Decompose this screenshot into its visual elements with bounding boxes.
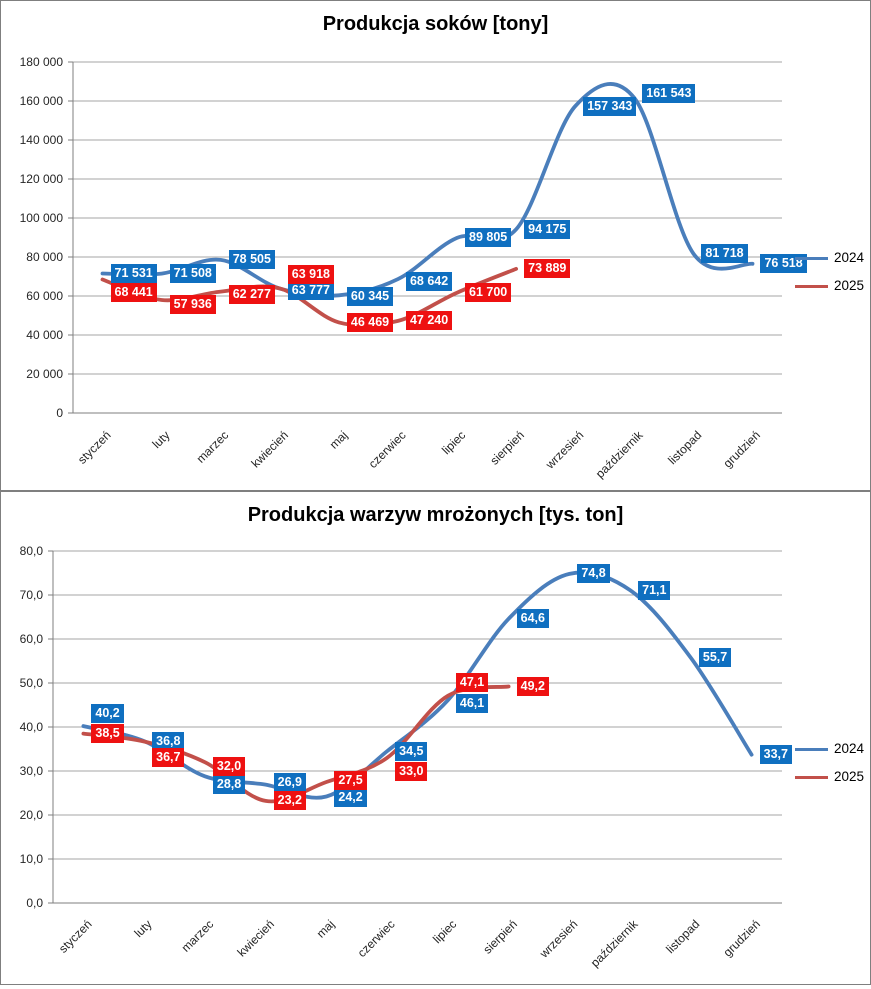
legend-line-swatch bbox=[795, 747, 828, 751]
data-label-2024: 63 777 bbox=[287, 281, 335, 301]
legend-label: 2025 bbox=[834, 769, 865, 784]
data-label-2024: 68 642 bbox=[405, 271, 453, 291]
data-label-2025: 46 469 bbox=[346, 312, 394, 332]
data-label-2024: 64,6 bbox=[516, 609, 549, 629]
plot-area bbox=[48, 550, 782, 904]
y-axis-tick-label: 180 000 bbox=[19, 55, 63, 69]
y-axis-tick-label: 60,0 bbox=[19, 632, 43, 646]
y-axis-tick-label: 80,0 bbox=[19, 544, 43, 558]
y-axis-tick-label: 40,0 bbox=[19, 720, 43, 734]
data-label-2025: 23,2 bbox=[273, 791, 306, 811]
y-axis-tick-label: 100 000 bbox=[19, 211, 63, 225]
data-label-2025: 57 936 bbox=[169, 294, 216, 314]
data-label-2024: 26,9 bbox=[273, 773, 306, 793]
data-label-2024: 161 543 bbox=[642, 84, 696, 104]
y-axis-tick-label: 10,0 bbox=[19, 852, 43, 866]
data-label-2025: 49,2 bbox=[516, 677, 549, 697]
data-label-2025: 33,0 bbox=[395, 762, 428, 782]
chart-title-juice: Produkcja soków [tony] bbox=[322, 13, 549, 35]
plot-area bbox=[68, 61, 782, 414]
data-label-2025: 47 240 bbox=[405, 311, 453, 331]
y-axis-tick-label: 0,0 bbox=[26, 896, 43, 910]
legend-line-swatch bbox=[795, 775, 828, 779]
data-label-2025: 68 441 bbox=[110, 283, 157, 303]
data-label-2024: 74,8 bbox=[577, 564, 610, 584]
data-label-2024: 71,1 bbox=[638, 580, 671, 600]
data-label-2024: 157 343 bbox=[583, 96, 637, 116]
y-axis-tick-label: 50,0 bbox=[19, 676, 43, 690]
data-label-2024: 40,2 bbox=[91, 703, 124, 723]
chart-panel-juice: Produkcja soków [tony] 0 20 000 40 000 60 0… bbox=[0, 0, 871, 491]
data-label-2024: 89 805 bbox=[465, 228, 512, 248]
y-axis-tick-label: 20 000 bbox=[26, 367, 63, 381]
legend-line-swatch bbox=[795, 256, 828, 260]
data-label-2024: 71 531 bbox=[110, 264, 157, 283]
series-line-2025 bbox=[100, 267, 518, 328]
data-label-2025: 32,0 bbox=[212, 756, 246, 776]
legend-label: 2025 bbox=[834, 278, 865, 293]
y-axis-tick-label: 120 000 bbox=[19, 172, 63, 186]
legend-line-swatch bbox=[795, 284, 828, 288]
data-label-2024: 60 345 bbox=[346, 286, 394, 306]
data-label-2025: 62 277 bbox=[228, 285, 275, 305]
y-axis-tick-label: 60 000 bbox=[26, 289, 63, 303]
data-label-2024: 81 718 bbox=[701, 244, 748, 264]
data-label-2024: 36,8 bbox=[152, 731, 185, 751]
y-axis-tick-label: 20,0 bbox=[19, 808, 43, 822]
data-label-2025: 27,5 bbox=[334, 770, 367, 790]
data-label-2024: 71 508 bbox=[169, 264, 216, 284]
data-label-2025: 36,7 bbox=[152, 748, 185, 768]
data-label-2025: 47,1 bbox=[455, 673, 489, 693]
data-label-2025: 38,5 bbox=[91, 724, 124, 744]
data-label-2024: 33,7 bbox=[759, 745, 792, 765]
y-axis-tick-label: 140 000 bbox=[19, 133, 63, 147]
data-label-2024: 24,2 bbox=[334, 788, 367, 808]
data-label-2025: 61 700 bbox=[465, 283, 512, 303]
data-label-2024: 34,5 bbox=[395, 741, 428, 761]
y-axis-tick-label: 160 000 bbox=[19, 94, 63, 108]
series-line-2024 bbox=[81, 570, 754, 800]
y-axis-tick-label: 40 000 bbox=[26, 328, 63, 342]
data-label-2024: 78 505 bbox=[228, 250, 275, 270]
data-label-2024: 46,1 bbox=[455, 693, 489, 713]
y-axis-tick-label: 30,0 bbox=[19, 764, 43, 778]
chart-title-frozen-vegetables: Produkcja warzyw mrożonych [tys. ton] bbox=[247, 504, 624, 526]
data-label-2024: 94 175 bbox=[524, 219, 571, 239]
data-label-2024: 28,8 bbox=[212, 774, 246, 794]
data-label-2024: 55,7 bbox=[698, 648, 732, 668]
legend-label: 2024 bbox=[834, 250, 865, 265]
data-label-2025: 73 889 bbox=[524, 259, 571, 279]
series-line-2024 bbox=[100, 82, 755, 298]
y-axis-tick-label: 0 bbox=[56, 406, 63, 420]
legend-label: 2024 bbox=[834, 741, 865, 756]
chart-panel-frozen-vegetables: Produkcja warzyw mrożonych [tys. ton] 0,… bbox=[0, 491, 871, 985]
data-label-2025: 63 918 bbox=[287, 264, 335, 284]
y-axis-tick-label: 70,0 bbox=[19, 588, 43, 602]
y-axis-tick-label: 80 000 bbox=[26, 250, 63, 264]
